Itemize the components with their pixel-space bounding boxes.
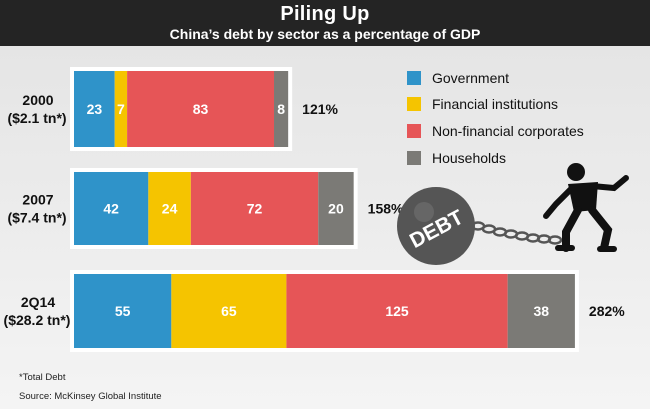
data-label-financial-institutions: 24 — [162, 201, 178, 217]
chart-subtitle: China’s debt by sector as a percentage o… — [169, 26, 481, 42]
data-label-financial-institutions: 65 — [221, 303, 237, 319]
bar-segment-non-financial-corporates — [286, 274, 508, 348]
bar-segment-non-financial-corporates — [127, 71, 275, 147]
legend-label-non-financial-corporates: Non-financial corporates — [432, 123, 584, 139]
chain-icon — [470, 221, 563, 245]
legend-swatch-non-financial-corporates — [407, 124, 421, 138]
debt-ball-and-chain-illustration: DEBT — [397, 163, 629, 265]
data-label-government: 23 — [87, 101, 103, 117]
legend-swatch-households — [407, 151, 421, 165]
bar-segment-government — [74, 172, 149, 245]
category-label-year: 2Q14 — [21, 294, 55, 310]
data-label-government: 55 — [115, 303, 131, 319]
footnote-total-debt: *Total Debt — [19, 372, 66, 383]
footnote-source: Source: McKinsey Global Institute — [19, 391, 162, 402]
data-label-non-financial-corporates: 83 — [193, 101, 209, 117]
bar-segment-households — [318, 172, 354, 245]
category-label-total-debt: ($7.4 tn*) — [7, 210, 66, 226]
bar-segment-non-financial-corporates — [190, 172, 319, 245]
bar-segment-households — [274, 71, 289, 147]
category-label-year: 2007 — [22, 192, 53, 208]
debt-ball-icon: DEBT — [397, 187, 475, 265]
bar-segment-government — [74, 274, 172, 348]
bar-segment-financial-institutions — [148, 172, 191, 245]
category-label-total-debt: ($28.2 tn*) — [4, 312, 71, 328]
total-label: 121% — [302, 101, 338, 117]
category-label-year: 2000 — [22, 92, 53, 108]
data-label-financial-institutions: 7 — [117, 101, 125, 117]
legend-label-households: Households — [432, 150, 506, 166]
total-label: 282% — [589, 303, 625, 319]
legend-label-financial-institutions: Financial institutions — [432, 96, 559, 112]
data-label-households: 38 — [533, 303, 549, 319]
data-label-non-financial-corporates: 125 — [385, 303, 409, 319]
legend-label-government: Government — [432, 70, 510, 86]
legend-swatch-financial-institutions — [407, 97, 421, 111]
data-label-government: 42 — [103, 201, 119, 217]
data-label-households: 20 — [328, 201, 344, 217]
fleeing-person-icon — [543, 163, 629, 252]
header: Piling Up China’s debt by sector as a pe… — [0, 0, 650, 46]
data-label-households: 8 — [277, 101, 285, 117]
total-label: 158% — [368, 201, 404, 217]
bar-segment-government — [74, 71, 115, 147]
legend-swatch-government — [407, 71, 421, 85]
bar-segment-households — [507, 274, 575, 348]
category-label-total-debt: ($2.1 tn*) — [7, 110, 66, 126]
chart-title: Piling Up — [280, 3, 370, 25]
data-label-non-financial-corporates: 72 — [247, 201, 263, 217]
bar-segment-financial-institutions — [114, 71, 128, 147]
bar-segment-financial-institutions — [171, 274, 287, 348]
